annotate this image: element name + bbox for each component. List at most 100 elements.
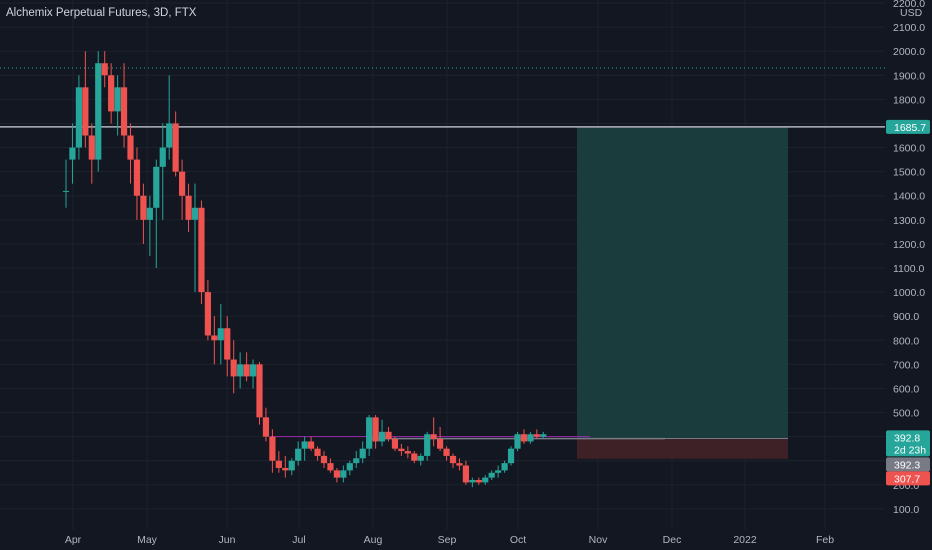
candle-body[interactable] xyxy=(75,87,82,148)
candles[interactable] xyxy=(62,51,547,488)
x-tick-label: Nov xyxy=(589,534,608,546)
candle-body[interactable] xyxy=(437,439,444,449)
candle-body[interactable] xyxy=(146,207,153,220)
candle-body[interactable] xyxy=(185,195,192,220)
candle-body[interactable] xyxy=(127,135,134,160)
candle-body[interactable] xyxy=(172,123,179,172)
candle-body[interactable] xyxy=(462,465,469,483)
candle-body[interactable] xyxy=(133,159,141,196)
candle-body[interactable] xyxy=(314,448,321,456)
time-axis[interactable]: Apr May Jun Jul Aug Sep Oct Nov Dec 2022 Feb xyxy=(65,534,834,546)
y-tick-label: 800.0 xyxy=(893,335,919,347)
y-tick-label: 1000.0 xyxy=(893,287,925,299)
candle-body[interactable] xyxy=(101,63,108,76)
candle-body[interactable] xyxy=(308,441,315,449)
currency-label: USD xyxy=(900,7,923,19)
price-tags: 1685.7 392.82d 23h 392.3 307.7 xyxy=(886,119,930,486)
y-tick-label: 1900.0 xyxy=(893,70,925,82)
profit-zone[interactable] xyxy=(577,126,788,439)
candle-body[interactable] xyxy=(366,417,373,449)
candle-body[interactable] xyxy=(353,458,360,464)
candle-body[interactable] xyxy=(179,171,186,196)
y-tick-label: 2100.0 xyxy=(893,22,925,34)
candle-body[interactable] xyxy=(237,364,244,377)
candle-body[interactable] xyxy=(520,434,528,442)
level-price-tag-bg xyxy=(886,119,930,134)
candle-body[interactable] xyxy=(108,75,115,112)
candle-body[interactable] xyxy=(398,448,405,452)
candle-body[interactable] xyxy=(501,463,508,471)
candle-body[interactable] xyxy=(527,434,534,442)
candle-body[interactable] xyxy=(120,87,128,136)
candle-body[interactable] xyxy=(359,448,366,459)
y-tick-label: 1200.0 xyxy=(893,239,925,251)
candle-body[interactable] xyxy=(507,448,515,464)
candle-body[interactable] xyxy=(166,123,173,148)
candle-body[interactable] xyxy=(295,448,302,461)
candle-body[interactable] xyxy=(82,87,89,136)
candle-body[interactable] xyxy=(424,434,431,456)
y-tick-label: 1500.0 xyxy=(893,167,925,179)
candle-body[interactable] xyxy=(249,364,257,377)
candle-body[interactable] xyxy=(191,207,199,220)
candle-body[interactable] xyxy=(475,480,482,483)
candle-body[interactable] xyxy=(372,417,379,442)
candle-body[interactable] xyxy=(288,460,295,471)
y-tick-label: 900.0 xyxy=(893,311,919,323)
candle-body[interactable] xyxy=(140,195,147,220)
candle-body[interactable] xyxy=(443,448,450,456)
candle-body[interactable] xyxy=(153,166,160,208)
candle-body[interactable] xyxy=(411,453,418,461)
candle-body[interactable] xyxy=(385,431,392,440)
candle-body[interactable] xyxy=(456,463,463,466)
loss-zone[interactable] xyxy=(577,438,788,459)
x-tick-label: Oct xyxy=(510,534,526,546)
candle-body[interactable] xyxy=(95,63,102,160)
candle-body[interactable] xyxy=(69,147,76,160)
candle-body[interactable] xyxy=(469,480,476,483)
candle-body[interactable] xyxy=(320,455,328,464)
candle-body[interactable] xyxy=(262,417,270,437)
candle-body[interactable] xyxy=(159,147,166,167)
candle-body[interactable] xyxy=(211,335,218,341)
candle-body[interactable] xyxy=(62,190,70,192)
candle-body[interactable] xyxy=(404,451,411,454)
candle-body[interactable] xyxy=(449,455,457,464)
candle-body[interactable] xyxy=(346,463,353,471)
entry-price-tag: 392.3 xyxy=(894,459,920,471)
candle-body[interactable] xyxy=(243,364,250,377)
candle-body[interactable] xyxy=(282,467,289,471)
candle-body[interactable] xyxy=(114,87,121,112)
x-tick-label: May xyxy=(137,534,158,546)
candle-body[interactable] xyxy=(378,431,386,442)
candle-body[interactable] xyxy=(495,470,502,473)
y-tick-label: 1100.0 xyxy=(893,263,924,275)
candle-body[interactable] xyxy=(198,207,205,293)
candle-body[interactable] xyxy=(333,470,340,478)
candle-body[interactable] xyxy=(391,439,399,449)
y-tick-label: 2200.0 xyxy=(893,0,925,10)
x-tick-label: Feb xyxy=(816,534,834,546)
candle-body[interactable] xyxy=(327,463,334,471)
candle-body[interactable] xyxy=(533,434,540,437)
candle-body[interactable] xyxy=(514,434,521,449)
candle-body[interactable] xyxy=(88,135,95,160)
candle-body[interactable] xyxy=(340,470,347,478)
candle-body[interactable] xyxy=(224,328,231,360)
candle-body[interactable] xyxy=(301,441,308,449)
position-zones[interactable] xyxy=(577,126,788,459)
candle-body[interactable] xyxy=(230,359,237,377)
candle-body[interactable] xyxy=(269,436,276,461)
y-tick-label: 2000.0 xyxy=(893,46,925,58)
candle-body[interactable] xyxy=(256,364,263,418)
candle-body[interactable] xyxy=(204,292,211,336)
candle-body[interactable] xyxy=(217,328,224,341)
candle-body[interactable] xyxy=(417,455,424,461)
candle-body[interactable] xyxy=(488,472,495,478)
level-price-tag: 1685.7 xyxy=(894,122,926,134)
candle-body[interactable] xyxy=(540,434,547,437)
candle-body[interactable] xyxy=(275,460,282,468)
candle-body[interactable] xyxy=(430,434,437,440)
candle-body[interactable] xyxy=(482,477,489,483)
